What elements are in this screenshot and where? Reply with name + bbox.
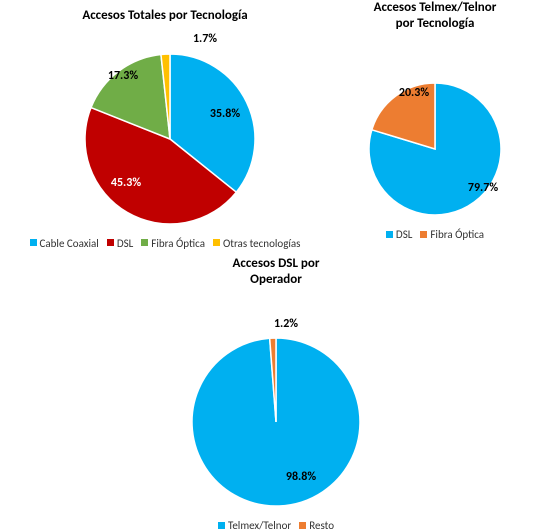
legend-item: DSL xyxy=(386,227,412,241)
slice-label: 79.7% xyxy=(468,181,498,195)
chart-telmex-telnor: Accesos Telmex/Telnorpor Tecnología 79.7… xyxy=(335,0,535,241)
legend-item: Telmex/Telnor xyxy=(218,518,291,532)
legend-swatch xyxy=(386,231,393,238)
legend-swatch xyxy=(30,239,37,246)
legend-item: DSL xyxy=(107,236,133,250)
legend-label: Fibra Óptica xyxy=(430,228,484,241)
legend-label: Otras tecnologías xyxy=(223,236,301,249)
slice-label: 35.8% xyxy=(210,107,240,121)
slice-label: 1.2% xyxy=(274,317,298,331)
chart-accesos-totales: Accesos Totales por Tecnología 35.8% 45.3… xyxy=(20,8,310,249)
legend-item: Cable Coaxial xyxy=(30,236,99,250)
legend-swatch xyxy=(141,239,148,246)
legend-label: Telmex/Telnor xyxy=(228,519,291,532)
legend-swatch xyxy=(299,522,306,529)
legend-label: Cable Coaxial xyxy=(40,236,99,249)
chart-title: Accesos Totales por Tecnología xyxy=(20,8,310,24)
chart-legend: Telmex/Telnor Resto xyxy=(156,518,396,532)
slice-label: 17.3% xyxy=(108,69,138,83)
chart-title: Accesos DSL porOperador xyxy=(156,256,396,287)
chart-legend: Cable Coaxial DSL Fibra Óptica Otras tecnol… xyxy=(20,236,310,250)
legend-swatch xyxy=(218,522,225,529)
pie-chart: 79.7% 20.3% xyxy=(335,31,535,227)
slice-label: 20.3% xyxy=(399,86,429,100)
legend-label: DSL xyxy=(396,228,412,241)
legend-swatch xyxy=(107,239,114,246)
legend-item: Fibra Óptica xyxy=(141,236,205,250)
legend-item: Fibra Óptica xyxy=(420,227,484,241)
legend-swatch xyxy=(420,231,427,238)
chart-legend: DSL Fibra Óptica xyxy=(335,227,535,241)
pie-chart: 35.8% 45.3% 17.3% 1.7% xyxy=(20,24,310,236)
slice-label: 1.7% xyxy=(193,32,217,46)
legend-label: DSL xyxy=(117,236,133,249)
slice-label: 45.3% xyxy=(111,176,141,190)
legend-item: Otras tecnologías xyxy=(213,236,301,250)
chart-dsl-operador: Accesos DSL porOperador 98.8% 1.2% Telmex… xyxy=(156,256,396,532)
legend-label: Fibra Óptica xyxy=(151,236,205,249)
chart-title: Accesos Telmex/Telnorpor Tecnología xyxy=(335,0,535,31)
legend-item: Resto xyxy=(299,518,334,532)
slice-label: 98.8% xyxy=(286,470,316,484)
legend-label: Resto xyxy=(309,519,334,532)
legend-swatch xyxy=(213,239,220,246)
pie-chart: 98.8% 1.2% xyxy=(156,287,396,518)
